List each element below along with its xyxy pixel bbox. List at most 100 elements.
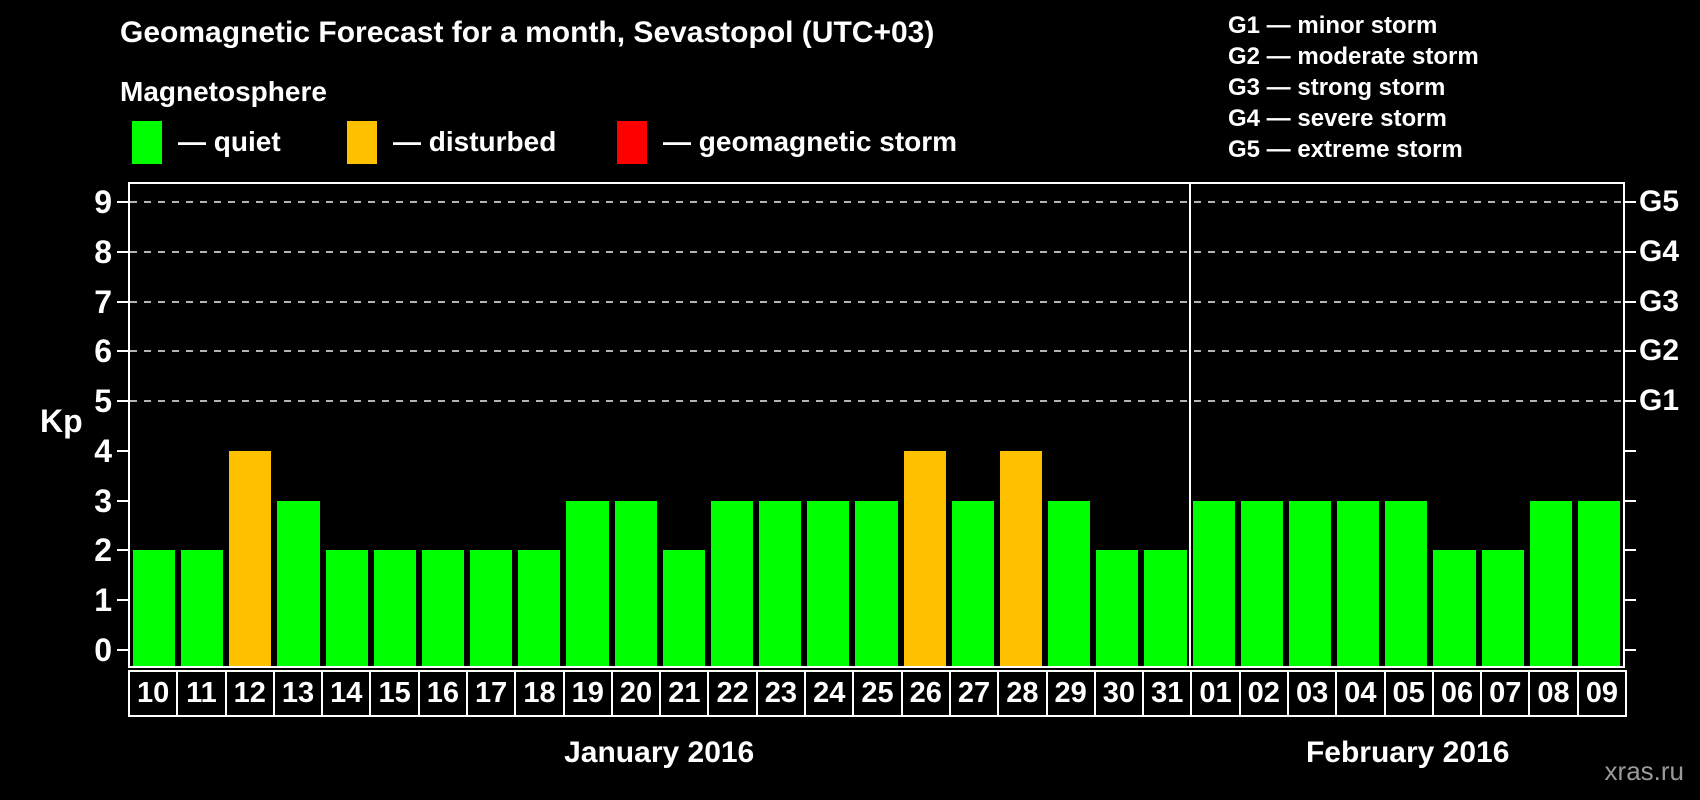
- gridline-kp8: [130, 250, 1623, 253]
- kp-bar-day-16: [421, 550, 465, 666]
- g-scale-legend-line-g5: G5 — extreme storm: [1228, 136, 1463, 163]
- g-scale-legend-line-g4: G4 — severe storm: [1228, 105, 1447, 132]
- day-label-25: 25: [852, 670, 903, 717]
- kp-bar-day-10: [133, 550, 176, 666]
- kp-bar-day-13: [277, 500, 320, 666]
- y-tick-label-3: 3: [94, 482, 112, 519]
- chart-title: Geomagnetic Forecast for a month, Sevast…: [120, 16, 935, 49]
- g-scale-legend-line-g2: G2 — moderate storm: [1228, 43, 1479, 70]
- kp-bar-day-01: [1192, 500, 1235, 666]
- legend-label-storm: — geomagnetic storm: [663, 126, 958, 157]
- kp-bar-day-23: [759, 500, 802, 666]
- y-tick-left-0: [117, 649, 128, 651]
- month-label-february: February 2016: [1305, 736, 1510, 769]
- y-tick-label-8: 8: [94, 233, 112, 270]
- y-tick-left-7: [117, 300, 128, 303]
- y-tick-left-4: [117, 449, 128, 452]
- kp-bar-day-14: [325, 550, 368, 666]
- storm-color-swatch: [617, 120, 647, 164]
- g-scale-legend: G1 — minor storm G2 — moderate storm G3 …: [1228, 10, 1479, 165]
- kp-bar-day-30: [1096, 550, 1139, 666]
- y-tick-left-9: [117, 200, 128, 203]
- day-label-29: 29: [1045, 670, 1096, 717]
- y-tick-right-5: [1625, 400, 1636, 403]
- kp-bar-day-08: [1529, 500, 1572, 666]
- y-tick-label-2: 2: [94, 532, 112, 569]
- g-axis-label-g5: G5: [1639, 184, 1680, 218]
- kp-bar-day-19: [566, 500, 609, 666]
- y-tick-left-5: [117, 400, 128, 403]
- watermark: xras.ru: [1604, 756, 1684, 786]
- y-tick-left-6: [117, 350, 128, 353]
- y-tick-label-0: 0: [94, 632, 112, 668]
- y-tick-right-0: [1625, 649, 1636, 651]
- kp-bar-day-12: [229, 450, 272, 666]
- kp-bar-day-24: [807, 500, 850, 666]
- y-tick-left-2: [117, 549, 128, 552]
- quiet-color-swatch: [132, 120, 162, 164]
- day-label-20: 20: [610, 670, 662, 717]
- legend-item-storm: — geomagnetic storm: [617, 119, 957, 165]
- kp-bar-day-06: [1433, 550, 1476, 666]
- day-axis: 10 11 12 13 14 15 16 17 18 19 20 21 22 23 24 25 26 27 28 29…: [128, 670, 1627, 717]
- day-label-21: 21: [659, 670, 710, 717]
- y-tick-label-5: 5: [94, 383, 112, 420]
- kp-bar-day-07: [1481, 550, 1524, 666]
- day-label-18: 18: [514, 670, 565, 717]
- kp-bar-day-22: [710, 500, 754, 666]
- kp-bar-day-09: [1577, 500, 1620, 666]
- y-tick-right-9: [1625, 200, 1636, 203]
- day-label-07: 07: [1480, 670, 1531, 717]
- y-tick-left-1: [117, 599, 128, 602]
- legend-label-quiet: — quiet: [178, 126, 281, 157]
- day-label-15: 15: [369, 670, 420, 717]
- disturbed-color-swatch: [347, 120, 377, 164]
- y-tick-left-8: [117, 250, 128, 253]
- kp-bar-day-25: [855, 500, 898, 666]
- kp-bar-day-20: [614, 500, 657, 666]
- day-label-26: 26: [900, 670, 951, 717]
- day-label-06: 06: [1431, 670, 1483, 717]
- plot-area: 0 1 2 3 4 5 6 7 8 9 G1 G2 G3 G4 G5: [94, 182, 1679, 668]
- y-tick-right-6: [1625, 350, 1636, 353]
- kp-bar-day-15: [373, 550, 416, 666]
- y-tick-left-3: [117, 499, 128, 502]
- day-label-19: 19: [562, 670, 613, 717]
- g-axis-label-g1: G1: [1639, 384, 1680, 418]
- day-label-24: 24: [804, 670, 855, 717]
- y-tick-label-9: 9: [94, 183, 112, 220]
- month-label-january: January 2016: [564, 736, 755, 769]
- y-tick-label-1: 1: [94, 582, 112, 619]
- kp-bar-day-03: [1288, 500, 1332, 666]
- g-axis-label-g4: G4: [1639, 234, 1680, 268]
- day-label-03: 03: [1286, 670, 1338, 717]
- day-label-17: 17: [466, 670, 517, 717]
- kp-bar-day-28: [999, 450, 1043, 666]
- kp-bar-day-29: [1048, 500, 1091, 666]
- g-axis-label-g2: G2: [1639, 334, 1680, 368]
- day-label-11: 11: [176, 670, 227, 717]
- day-label-02: 02: [1238, 670, 1289, 717]
- day-label-14: 14: [321, 670, 372, 717]
- day-label-23: 23: [755, 670, 807, 717]
- kp-bar-day-05: [1385, 500, 1428, 666]
- y-tick-label-4: 4: [94, 432, 112, 469]
- kp-bar-day-02: [1240, 500, 1283, 666]
- legend-item-disturbed: — disturbed: [347, 119, 556, 165]
- day-label-27: 27: [948, 670, 1000, 717]
- gridline-kp5: [130, 400, 1623, 403]
- y-tick-right-4: [1625, 449, 1636, 452]
- y-tick-right-1: [1625, 599, 1636, 602]
- y-tick-label-7: 7: [94, 283, 112, 320]
- day-label-10: 10: [128, 670, 179, 717]
- legend-label-disturbed: — disturbed: [393, 126, 557, 157]
- day-label-09: 09: [1576, 670, 1627, 717]
- legend-item-quiet: — quiet: [132, 119, 281, 165]
- month-separator: [1188, 184, 1191, 666]
- y-tick-right-3: [1625, 499, 1636, 502]
- kp-bar-day-18: [518, 550, 561, 666]
- kp-bar-day-31: [1144, 550, 1187, 666]
- day-label-05: 05: [1383, 670, 1434, 717]
- y-tick-right-7: [1625, 300, 1636, 303]
